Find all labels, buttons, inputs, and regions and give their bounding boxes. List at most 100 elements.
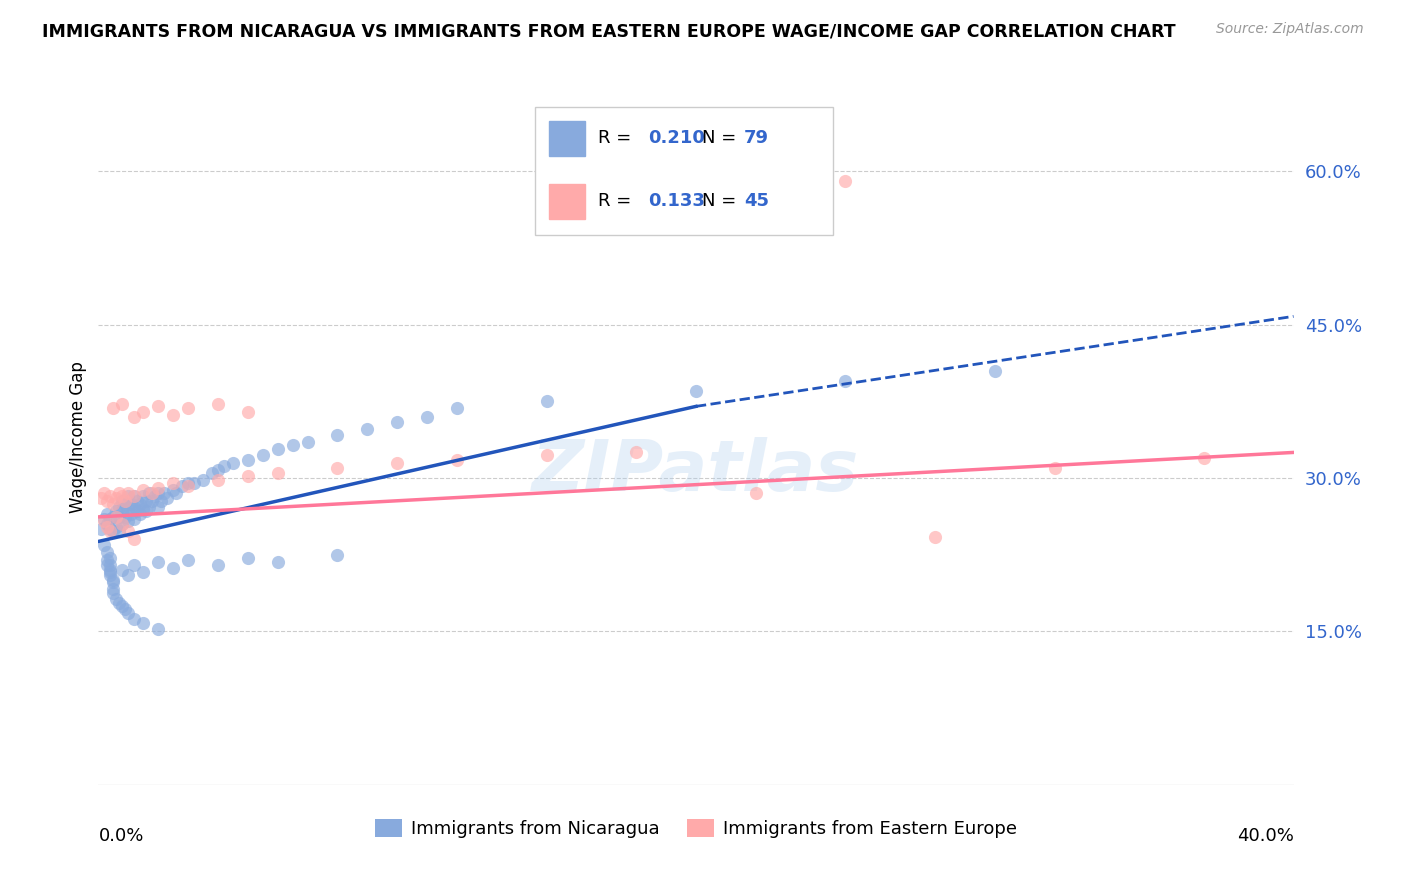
Point [127,504,149,518]
Point [111,504,134,518]
Point [148,400,170,414]
Point [98,568,122,582]
Point [120,507,142,521]
Point [117,501,139,516]
Point [93,486,115,500]
Point [626,445,648,459]
Text: N =: N = [702,129,742,147]
Point [96,516,118,531]
Point [236,469,259,483]
Point [135,504,157,518]
Point [96,493,118,508]
Point [177,553,200,567]
Point [236,550,259,565]
Point [165,486,187,500]
Point [129,497,152,511]
Text: 0.0%: 0.0% [98,827,143,845]
Point [98,522,122,536]
Point [132,565,155,579]
Point [132,501,155,516]
Point [148,555,170,569]
FancyBboxPatch shape [548,184,585,219]
Point [1192,450,1215,465]
Point [141,486,163,500]
Point [143,490,166,504]
Text: 0.210: 0.210 [648,129,704,147]
Point [124,558,146,572]
Point [207,463,229,477]
Point [90,522,112,536]
Point [103,575,125,590]
Point [103,585,125,599]
Point [148,486,170,500]
Point [103,574,125,588]
Point [156,491,179,506]
Point [105,509,128,524]
Point [98,563,122,577]
Point [117,524,139,539]
Point [124,612,146,626]
Point [446,452,468,467]
Point [685,384,707,398]
Point [326,548,349,562]
Point [267,442,290,457]
Point [124,512,146,526]
Point [98,565,122,579]
Point [105,491,128,506]
FancyBboxPatch shape [534,107,834,235]
Point [108,524,131,539]
Point [114,493,136,508]
Point [281,438,304,452]
Point [834,174,856,188]
Point [93,512,115,526]
Point [132,490,155,504]
Y-axis label: Wage/Income Gap: Wage/Income Gap [69,361,87,513]
Point [138,486,160,500]
Point [103,524,125,539]
Text: R =: R = [598,192,637,210]
Text: 0.133: 0.133 [648,192,704,210]
Point [120,497,142,511]
Point [177,401,200,416]
Point [141,493,163,508]
Legend: Immigrants from Nicaragua, Immigrants from Eastern Europe: Immigrants from Nicaragua, Immigrants fr… [368,812,1024,846]
Point [124,533,146,547]
Point [207,473,229,487]
Point [984,363,1007,377]
Point [385,456,409,470]
Point [111,490,134,504]
Point [105,520,128,534]
Point [536,394,558,409]
Point [1043,460,1066,475]
Point [385,415,409,429]
Point [93,514,115,528]
Point [148,481,170,495]
Point [93,537,115,551]
Text: 79: 79 [744,129,769,147]
Point [177,479,200,493]
Point [124,500,146,514]
Point [117,490,139,504]
Point [111,563,134,577]
FancyBboxPatch shape [548,121,585,156]
Point [132,404,155,418]
Text: ZIPatlas: ZIPatlas [533,437,859,507]
Point [96,520,118,534]
Point [297,435,319,450]
Point [252,449,274,463]
Point [267,466,290,480]
Point [111,516,134,531]
Text: 45: 45 [744,192,769,210]
Point [117,606,139,620]
Point [96,558,118,572]
Point [103,582,125,596]
Point [103,497,125,511]
Point [536,449,558,463]
Point [98,524,122,539]
Point [105,591,128,606]
Point [129,507,152,521]
Point [183,476,205,491]
Point [108,509,131,524]
Point [153,486,176,500]
Point [117,486,139,500]
